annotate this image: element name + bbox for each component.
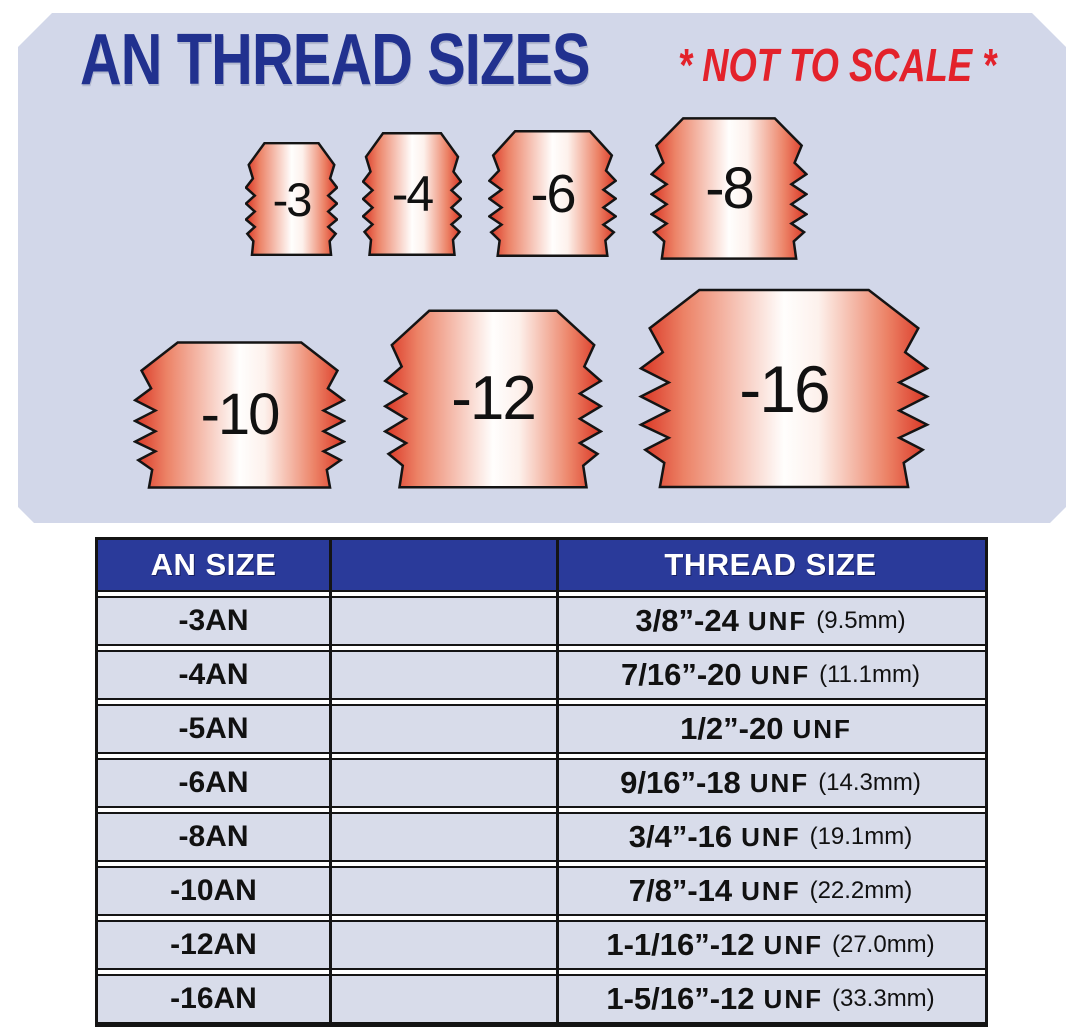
thread-spec: 3/4”-16 — [628, 819, 733, 854]
thread-spec: 7/16”-20 — [621, 657, 742, 692]
fitting-10: -10 — [133, 341, 346, 489]
header-panel: AN THREAD SIZES * NOT TO SCALE * -3 -4 -… — [18, 13, 1066, 523]
thread-standard: UNF — [741, 875, 801, 906]
fitting-label: -3 — [272, 172, 311, 226]
thread-standard: UNF — [763, 929, 823, 960]
thread-mm: (19.1mm) — [809, 823, 913, 850]
spacer-cell — [329, 922, 556, 968]
table-row: -4AN 7/16”-20 UNF (11.1mm) — [98, 650, 985, 700]
fitting-label: -6 — [530, 163, 575, 224]
thread-standard: UNF — [741, 821, 801, 852]
thread-spec: 1-5/16”-12 — [606, 981, 755, 1016]
thread-size-cell: 3/8”-24 UNF (9.5mm) — [556, 598, 985, 644]
thread-spec: 1-1/16”-12 — [606, 927, 755, 962]
an-size-cell: -3AN — [178, 604, 249, 637]
header-thread-size: THREAD SIZE — [664, 547, 877, 582]
thread-size-cell: 1/2”-20 UNF — [556, 706, 985, 752]
spacer-cell — [329, 652, 556, 698]
table-row: -3AN 3/8”-24 UNF (9.5mm) — [98, 596, 985, 646]
thread-standard: UNF — [747, 605, 808, 636]
thread-size-cell: 1-5/16”-12 UNF (33.3mm) — [556, 976, 985, 1022]
column-divider — [556, 540, 559, 1024]
thread-size-cell: 7/8”-14 UNF (22.2mm) — [556, 868, 985, 914]
an-size-cell: -16AN — [170, 982, 257, 1015]
thread-standard: UNF — [749, 767, 810, 798]
header-an-size: AN SIZE — [150, 547, 277, 582]
thread-standard: UNF — [750, 659, 811, 690]
spacer-cell — [329, 706, 556, 752]
thread-spec: 7/8”-14 — [628, 873, 733, 908]
an-thread-size-table: AN SIZE THREAD SIZE -3AN 3/8”-24 UNF (9.… — [95, 537, 988, 1027]
thread-size-cell: 7/16”-20 UNF (11.1mm) — [556, 652, 985, 698]
fitting-6: -6 — [488, 130, 617, 257]
spacer-cell — [329, 598, 556, 644]
an-size-cell: -5AN — [178, 712, 249, 745]
spacer-cell — [329, 814, 556, 860]
thread-mm: (11.1mm) — [819, 661, 920, 688]
column-divider — [329, 540, 332, 1024]
thread-mm: (14.3mm) — [818, 769, 921, 796]
an-size-cell: -12AN — [170, 928, 257, 961]
an-size-cell: -10AN — [170, 874, 257, 907]
table-row: -5AN 1/2”-20 UNF — [98, 704, 985, 754]
thread-size-cell: 3/4”-16 UNF (19.1mm) — [556, 814, 985, 860]
thread-mm: (9.5mm) — [816, 607, 906, 634]
spacer-cell — [329, 976, 556, 1022]
thread-size-cell: 1-1/16”-12 UNF (27.0mm) — [556, 922, 985, 968]
an-size-cell: -6AN — [178, 766, 249, 799]
thread-standard: UNF — [763, 983, 823, 1014]
table-row: -16AN 1-5/16”-12 UNF (33.3mm) — [98, 974, 985, 1024]
fitting-4: -4 — [362, 132, 462, 256]
fitting-8: -8 — [650, 117, 808, 260]
spacer-cell — [329, 868, 556, 914]
fitting-label: -4 — [391, 166, 433, 222]
table-row: -8AN 3/4”-16 UNF (19.1mm) — [98, 812, 985, 862]
table-row: -10AN 7/8”-14 UNF (22.2mm) — [98, 866, 985, 916]
an-size-cell: -8AN — [178, 820, 249, 853]
spacer-cell — [329, 760, 556, 806]
table-row: -12AN 1-1/16”-12 UNF (27.0mm) — [98, 920, 985, 970]
thread-spec: 3/8”-24 — [635, 603, 739, 638]
thread-mm: (33.3mm) — [831, 985, 935, 1012]
fitting-label: -16 — [739, 351, 829, 426]
thread-spec: 9/16”-18 — [620, 765, 741, 800]
thread-mm: (22.2mm) — [809, 877, 913, 904]
page-title: AN THREAD SIZES — [80, 20, 590, 100]
fitting-label: -10 — [200, 382, 279, 447]
not-to-scale-note: * NOT TO SCALE * — [678, 39, 997, 91]
thread-size-cell: 9/16”-18 UNF (14.3mm) — [556, 760, 985, 806]
table-row: -6AN 9/16”-18 UNF (14.3mm) — [98, 758, 985, 808]
fitting-16: -16 — [638, 288, 930, 489]
thread-mm: (27.0mm) — [831, 931, 935, 958]
fitting-label: -12 — [451, 364, 535, 433]
header-spacer — [329, 540, 556, 590]
fitting-12: -12 — [383, 309, 603, 489]
table-header-row: AN SIZE THREAD SIZE — [98, 540, 985, 592]
an-size-cell: -4AN — [178, 658, 249, 691]
fitting-3: -3 — [245, 142, 338, 256]
thread-spec: 1/2”-20 — [680, 711, 784, 746]
thread-standard: UNF — [792, 713, 852, 744]
fitting-label: -8 — [705, 155, 753, 221]
